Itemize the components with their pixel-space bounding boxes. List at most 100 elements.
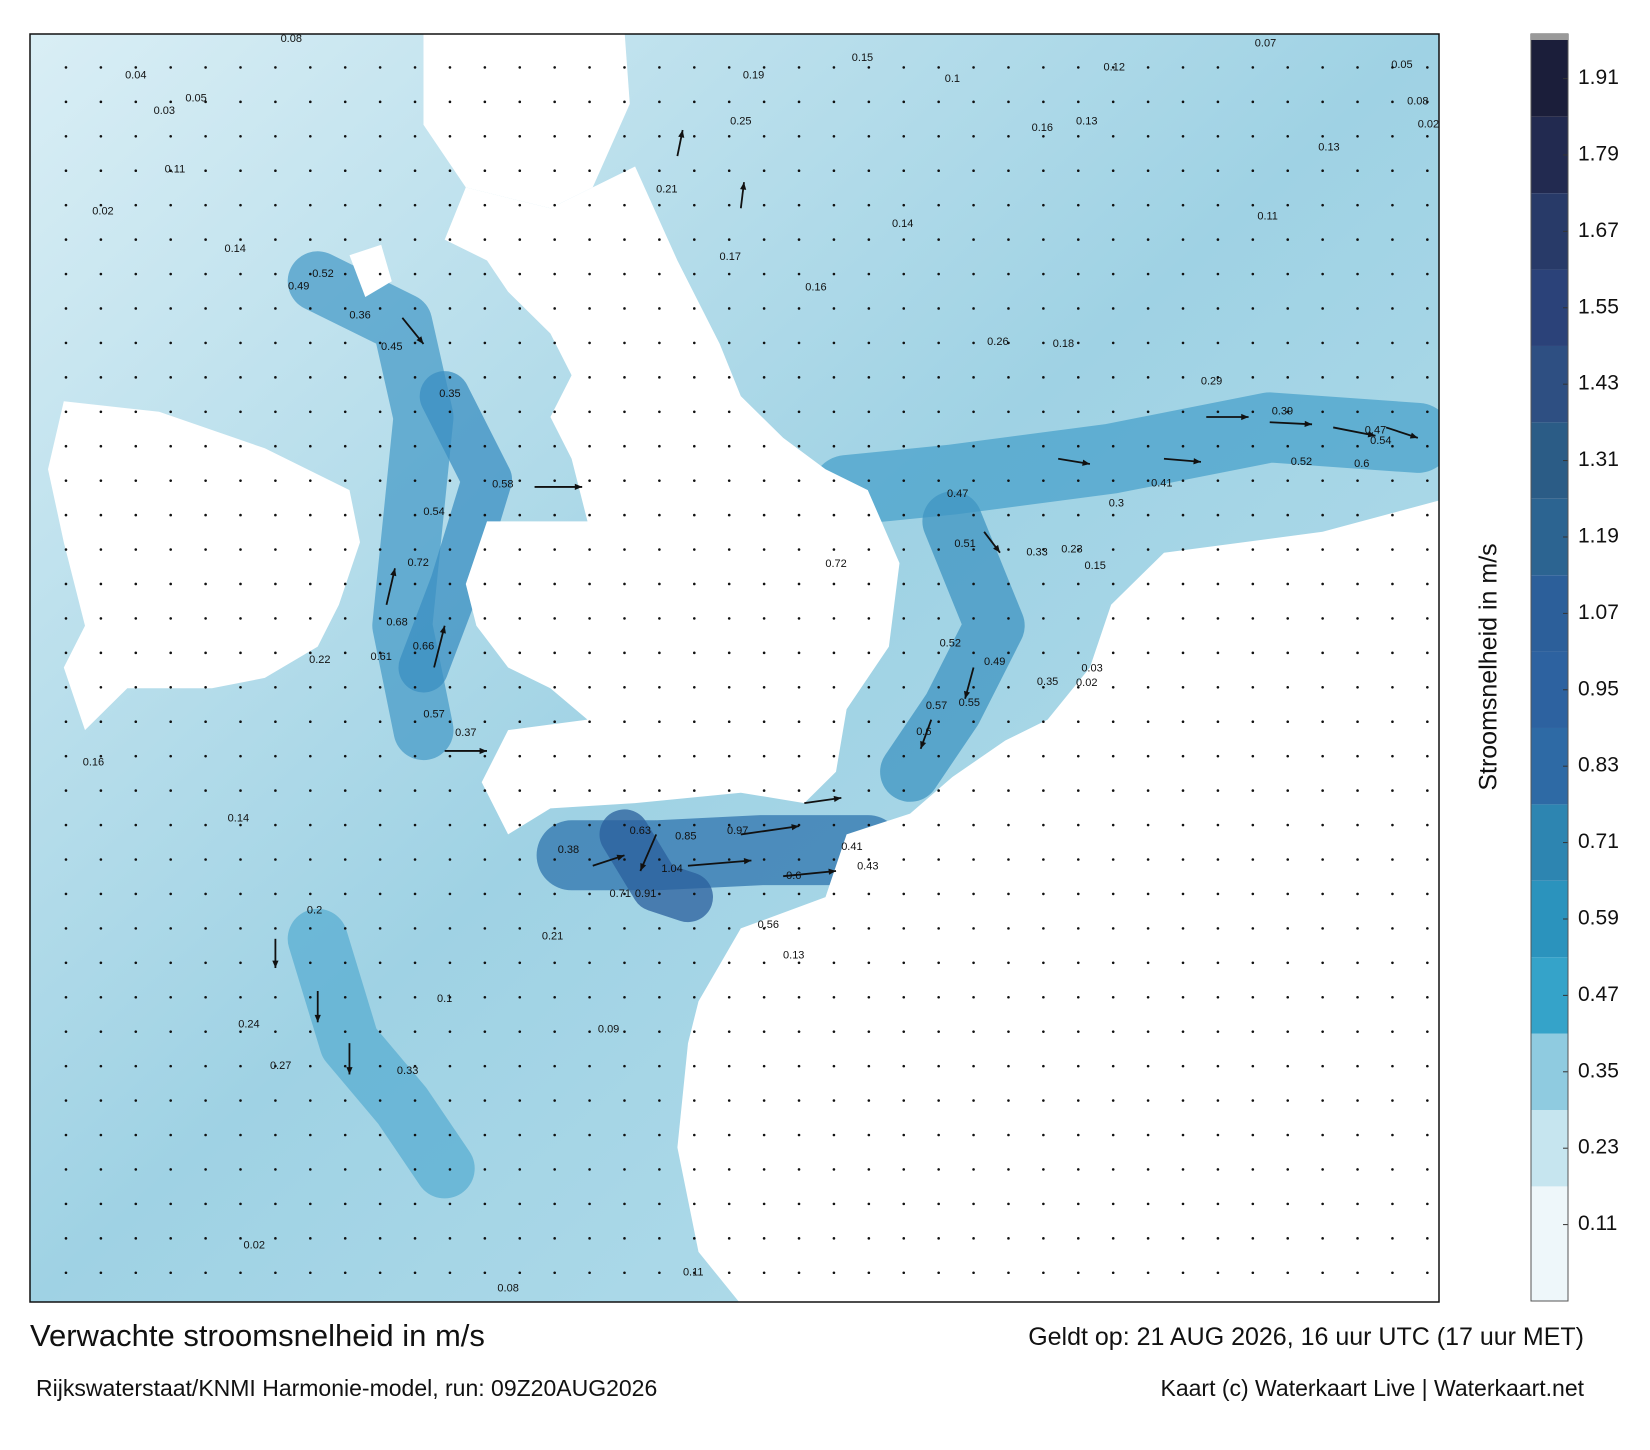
grid-dot (762, 858, 766, 861)
grid-dot (1181, 892, 1185, 896)
grid-dot (1076, 823, 1080, 827)
grid-dot (1426, 238, 1429, 241)
grid-dot (99, 100, 103, 104)
grid-dot (448, 1030, 452, 1033)
grid-dot (937, 1237, 940, 1240)
grid-dot (309, 617, 312, 620)
grid-dot (867, 444, 871, 448)
grid-dot (1111, 203, 1115, 207)
current-arrow (687, 859, 752, 867)
grid-dot (937, 754, 940, 758)
grid-dot (658, 66, 661, 69)
grid-dot (1042, 582, 1045, 586)
grid-dot (204, 685, 207, 689)
grid-dot (937, 789, 940, 792)
grid-dot (1356, 1030, 1359, 1033)
grid-dot (727, 720, 731, 724)
speed-label: 1.04 (661, 863, 682, 875)
grid-dot (762, 961, 766, 965)
grid-dot (1076, 754, 1080, 758)
grid-dot (518, 892, 522, 896)
grid-dot (1111, 582, 1115, 586)
speed-label: 0.33 (397, 1065, 418, 1077)
grid-dot (1391, 720, 1394, 724)
grid-dot (99, 754, 103, 758)
current-arrow (783, 870, 837, 878)
grid-dot (343, 582, 347, 586)
grid-dot (1111, 66, 1115, 69)
grid-dot (169, 617, 172, 620)
grid-dot (204, 1271, 207, 1275)
grid-dot (762, 513, 766, 517)
grid-dot (518, 479, 522, 482)
grid-dot (309, 203, 312, 207)
grid-dot (343, 685, 347, 689)
grid-dot (64, 169, 68, 173)
grid-dot (378, 134, 382, 138)
grid-dot (1321, 823, 1324, 827)
grid-dot (239, 617, 242, 620)
grid-dot (623, 720, 626, 724)
grid-dot (274, 685, 277, 689)
grid-dot (1076, 238, 1080, 241)
grid-dot (239, 479, 242, 482)
speed-label: 0.41 (841, 841, 862, 853)
grid-dot (727, 444, 731, 448)
grid-dot (1007, 858, 1010, 861)
grid-dot (239, 754, 242, 758)
grid-dot (553, 617, 556, 620)
colorbar-band (1531, 957, 1568, 1034)
grid-dot (134, 479, 138, 482)
grid-dot (972, 720, 975, 724)
grid-dot (1286, 203, 1290, 207)
grid-dot (274, 548, 277, 551)
grid-dot (448, 582, 452, 586)
grid-dot (483, 720, 487, 724)
grid-dot (832, 789, 836, 792)
grid-dot (483, 66, 487, 69)
grid-dot (623, 410, 626, 414)
grid-dot (1356, 685, 1359, 689)
grid-dot (1111, 272, 1115, 276)
grid-dot (1321, 858, 1324, 861)
grid-dot (1042, 823, 1045, 827)
grid-dot (867, 548, 871, 551)
grid-dot (623, 651, 626, 655)
land (677, 500, 1439, 1302)
grid-dot (343, 720, 347, 724)
grid-dot (623, 858, 626, 861)
grid-dot (623, 927, 626, 930)
grid-dot (1111, 1202, 1115, 1206)
speed-label: 0.22 (309, 654, 330, 666)
grid-dot (797, 479, 801, 482)
grid-dot (378, 995, 382, 999)
grid-dot (867, 1030, 871, 1033)
grid-dot (727, 651, 731, 655)
grid-dot (867, 961, 871, 965)
grid-dot (727, 410, 731, 414)
grid-dot (413, 307, 417, 310)
grid-dot (1391, 651, 1394, 655)
grid-dot (99, 169, 103, 173)
grid-dot (343, 238, 347, 241)
grid-dot (204, 444, 207, 448)
grid-dot (204, 1133, 207, 1137)
grid-dot (1426, 1237, 1429, 1240)
grid-dot (902, 272, 906, 276)
grid-dot (518, 444, 522, 448)
grid-dot (1111, 444, 1115, 448)
grid-dot (1251, 341, 1255, 345)
grid-dot (797, 169, 801, 173)
grid-dot (1042, 1202, 1045, 1206)
grid-dot (1146, 651, 1150, 655)
grid-dot (797, 1099, 801, 1102)
grid-dot (937, 341, 940, 345)
grid-dot (343, 995, 347, 999)
grid-dot (1391, 238, 1394, 241)
grid-dot (1042, 617, 1045, 620)
grid-dot (1076, 66, 1080, 69)
grid-dot (1076, 1030, 1080, 1033)
speed-label: 0.47 (1365, 424, 1386, 436)
grid-dot (902, 1271, 906, 1275)
grid-dot (797, 685, 801, 689)
